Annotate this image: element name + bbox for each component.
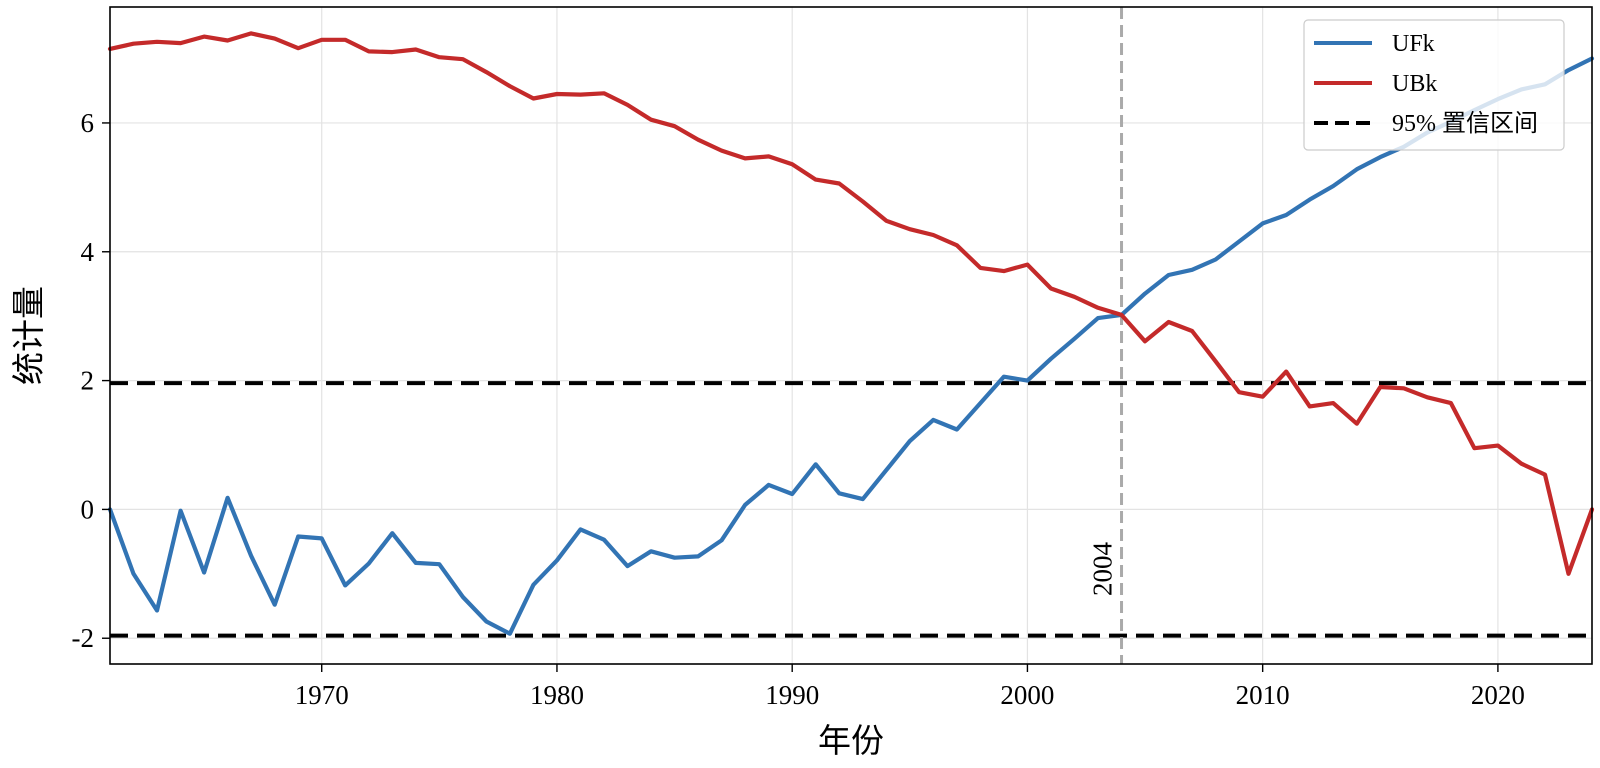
tick-layer: 1970 1980 1990 2000 2010 2020 -2 0 2 4 6 (72, 108, 1525, 710)
y-tick-label: 0 (81, 494, 95, 524)
x-tick-label: 2000 (1000, 680, 1054, 710)
y-tick-label: -2 (72, 623, 95, 653)
series-layer (107, 31, 1595, 636)
x-tick-label: 1980 (530, 680, 584, 710)
x-tick-label: 2010 (1236, 680, 1290, 710)
x-tick-label: 1970 (295, 680, 349, 710)
y-tick-label: 6 (81, 108, 95, 138)
plot-frame (109, 6, 1593, 665)
x-axis-title: 年份 (818, 723, 884, 760)
legend-label-ufk: UFk (1392, 31, 1435, 57)
x-tick-label: 2020 (1471, 680, 1525, 710)
x-tick-label: 1990 (765, 680, 819, 710)
y-tick-label: 2 (81, 366, 95, 396)
series-line-ufk (107, 56, 1595, 636)
legend: UFk UBk 95% 置信区间 (1303, 19, 1565, 151)
legend-label-ubk: UBk (1392, 71, 1437, 97)
legend-label-confidence: 95% 置信区间 (1392, 110, 1538, 137)
y-tick-label: 4 (81, 237, 95, 267)
legend-box (1303, 19, 1565, 151)
reference-lines (110, 7, 1592, 664)
series-line-ubk (107, 31, 1595, 576)
vertical-line-label: 2004 (1088, 542, 1118, 597)
y-axis-title: 统计量 (11, 286, 48, 385)
